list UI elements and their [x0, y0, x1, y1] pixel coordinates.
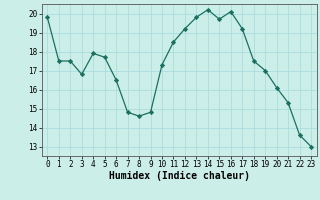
X-axis label: Humidex (Indice chaleur): Humidex (Indice chaleur): [109, 171, 250, 181]
